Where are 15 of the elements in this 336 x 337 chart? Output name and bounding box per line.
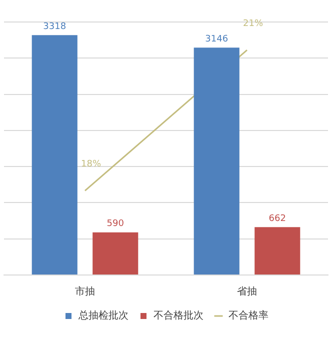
data-label: 590 [106,219,124,230]
data-label: 21% [243,18,264,29]
bar [32,35,78,274]
legend-label: 不合格率 [228,310,268,322]
x-tick-label: 省抽 [237,286,257,298]
x-tick-label: 市抽 [75,286,95,298]
data-label: 3318 [43,22,66,32]
data-label: 18% [81,160,102,170]
data-label: 3146 [205,34,228,44]
bar [254,227,300,274]
legend-label: 总抽检批次 [78,310,128,322]
data-label: 662 [268,214,286,224]
bar [92,232,138,274]
legend-label: 不合格批次 [154,310,204,322]
bar [194,48,240,274]
